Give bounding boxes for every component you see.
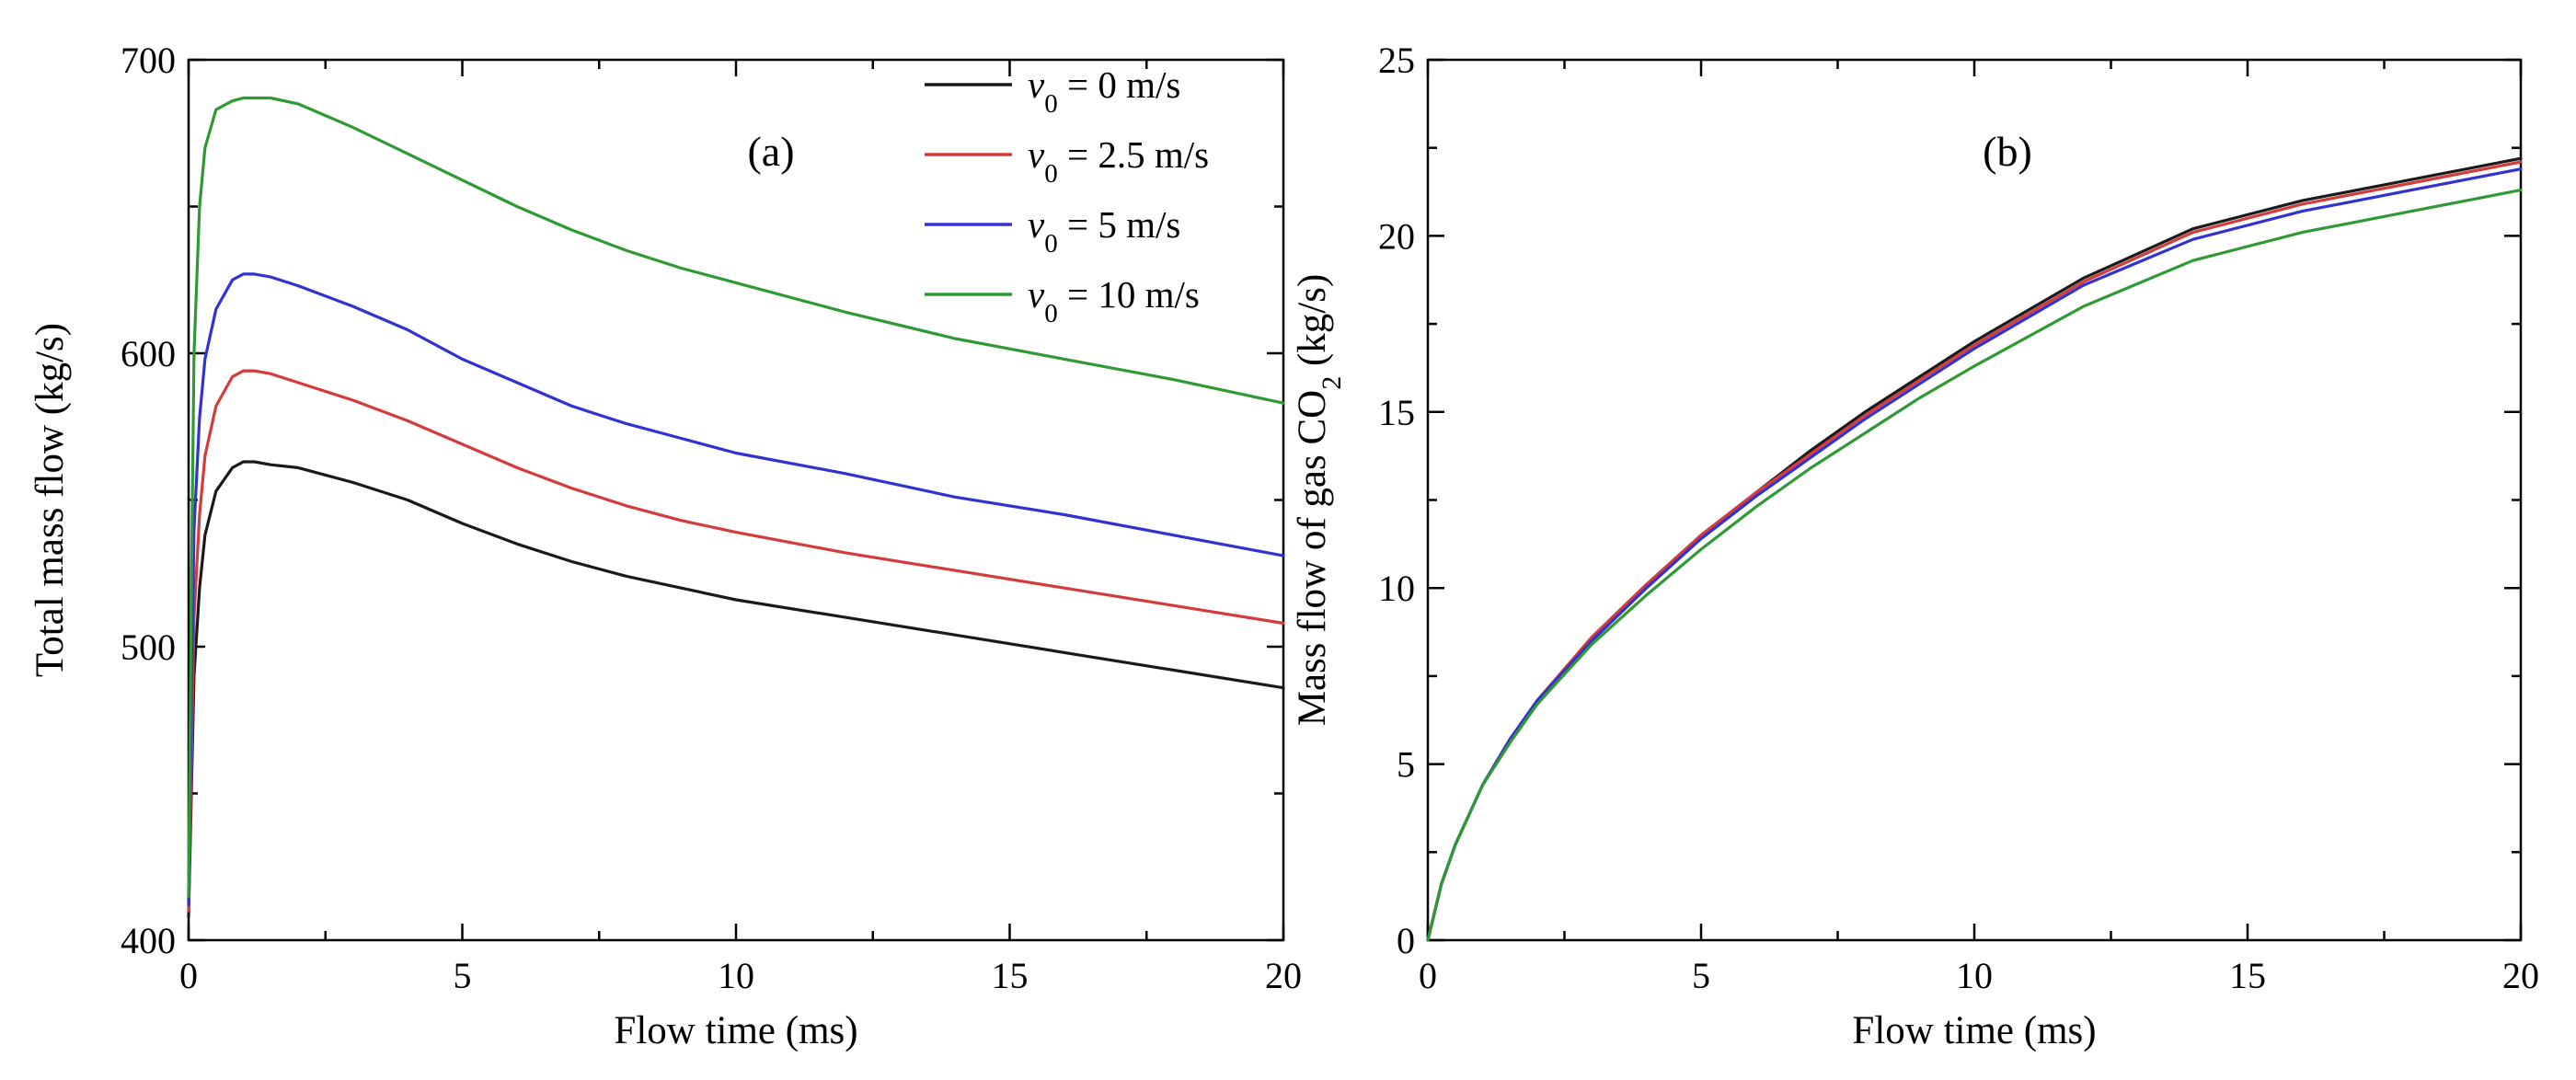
- legend-value: = 5 m/s: [1058, 203, 1181, 246]
- y-axis-label-text: Mass flow of gas CO: [1291, 390, 1334, 726]
- x-axis-label: Flow time (ms): [1852, 1009, 2096, 1052]
- legend-subscript: 0: [1044, 299, 1058, 328]
- x-tick-label: 15: [2229, 955, 2266, 996]
- y-axis-label-unit: (kg/s): [1291, 274, 1334, 376]
- series-line-b-0: [1426, 156, 2523, 942]
- y-axis-label: Total mass flow (kg/s): [29, 323, 72, 677]
- y-axis-label-subscript: 2: [1317, 376, 1347, 390]
- y-tick-label: 400: [121, 920, 176, 961]
- panel-a-chart: 0 5 10 15 20 400 500 600 700 Flow time (ms) Total …: [29, 40, 1302, 1052]
- legend-var: v: [1028, 273, 1045, 316]
- series-line-b-1: [1426, 160, 2523, 942]
- legend-var: v: [1028, 133, 1045, 176]
- y-tick-label: 15: [1378, 392, 1415, 433]
- x-tick-label: 10: [1956, 955, 1993, 996]
- legend-label-3: v0 = 10 m/s: [1028, 273, 1200, 328]
- legend-var: v: [1028, 63, 1045, 106]
- y-tick-label: 700: [121, 40, 176, 81]
- x-tick-label: 0: [179, 955, 198, 996]
- x-tick-label: 10: [718, 955, 754, 996]
- x-axis-label: Flow time (ms): [614, 1009, 857, 1052]
- plot-frame-b: [1426, 58, 2523, 942]
- y-tick-label: 25: [1378, 40, 1415, 81]
- y-tick-label: 500: [121, 626, 176, 668]
- panel-label-a: (a): [747, 128, 794, 175]
- series-line-a-2: [187, 272, 1285, 907]
- y-axis-label: Mass flow of gas CO2 (kg/s): [1291, 274, 1347, 727]
- legend-value: = 2.5 m/s: [1058, 133, 1209, 176]
- legend-label-2: v0 = 5 m/s: [1028, 203, 1180, 259]
- x-tick-label: 5: [454, 955, 472, 996]
- series-line-a-0: [187, 460, 1285, 919]
- x-tick-label: 20: [2502, 955, 2539, 996]
- series-line-a-3: [187, 96, 1285, 898]
- y-tick-label: 10: [1378, 568, 1415, 609]
- x-tick-label: 20: [1265, 955, 1302, 996]
- legend-label-0: v0 = 0 m/s: [1028, 63, 1180, 119]
- y-tick-label: 20: [1378, 215, 1415, 257]
- series-line-b-3: [1426, 189, 2523, 942]
- y-tick-label: 5: [1397, 744, 1415, 786]
- x-tick-label: 5: [1692, 955, 1710, 996]
- y-tick-label: 600: [121, 333, 176, 374]
- series-line-b-2: [1426, 167, 2523, 942]
- legend-value: = 0 m/s: [1058, 63, 1181, 106]
- x-tick-label: 15: [992, 955, 1029, 996]
- legend-label-1: v0 = 2.5 m/s: [1028, 133, 1209, 189]
- panel-label-b: (b): [1983, 128, 2032, 175]
- legend-subscript: 0: [1044, 229, 1058, 259]
- legend-value: = 10 m/s: [1058, 273, 1200, 316]
- legend-var: v: [1028, 203, 1045, 246]
- plot-frame-a: [187, 58, 1285, 942]
- series-line-a-1: [187, 369, 1285, 913]
- x-tick-label: 0: [1419, 955, 1437, 996]
- panel-b-chart: 0 5 10 15 20 0 5 10 15 20 25 Flow time (ms) Mass flo…: [1291, 40, 2539, 1052]
- legend-subscript: 0: [1044, 159, 1058, 189]
- legend-subscript: 0: [1044, 89, 1058, 119]
- y-tick-label: 0: [1397, 920, 1415, 961]
